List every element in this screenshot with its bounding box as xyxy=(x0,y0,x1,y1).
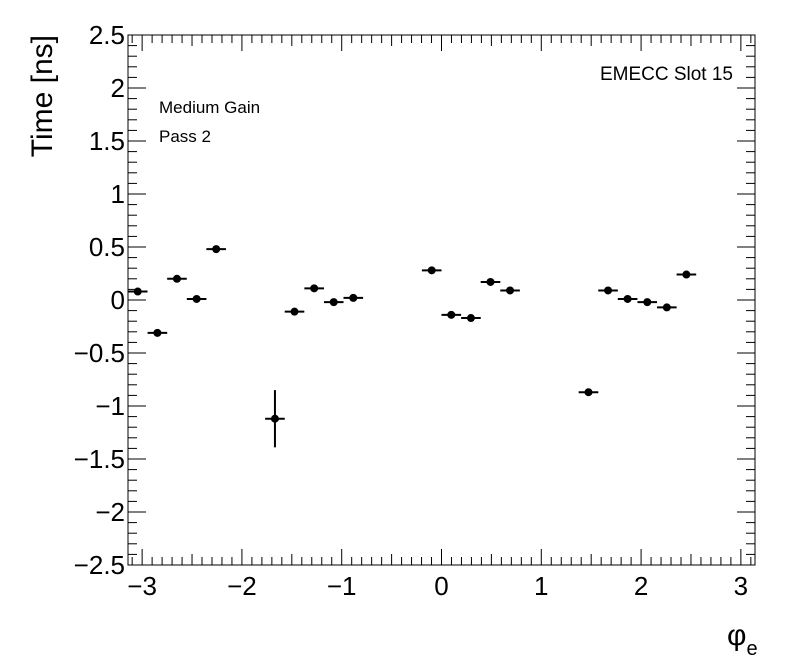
y-tick-label: −0.5 xyxy=(74,338,125,368)
data-point xyxy=(284,307,305,316)
x-tick-label: 3 xyxy=(734,571,748,601)
y-tick-label: −1 xyxy=(95,391,125,421)
data-point xyxy=(480,277,501,286)
point-marker xyxy=(349,293,358,302)
data-point xyxy=(304,284,324,293)
data-point xyxy=(637,298,658,307)
point-marker xyxy=(192,294,201,303)
data-point xyxy=(461,314,481,323)
data-point xyxy=(186,294,207,303)
point-marker xyxy=(623,294,632,303)
point-marker xyxy=(290,307,299,316)
y-tick-label: −2 xyxy=(95,497,125,527)
data-point xyxy=(265,390,285,448)
point-marker xyxy=(212,245,221,254)
point-marker xyxy=(447,310,456,319)
gain-annotation: Medium Gain xyxy=(159,98,260,117)
point-marker xyxy=(427,266,436,275)
point-marker xyxy=(329,298,338,307)
point-marker xyxy=(662,303,671,312)
y-tick-label: −2.5 xyxy=(74,550,125,580)
y-tick-label: 2.5 xyxy=(89,20,125,50)
data-point xyxy=(617,294,638,303)
x-tick-label: −1 xyxy=(327,571,357,601)
data-point xyxy=(206,245,226,254)
x-tick-label: −3 xyxy=(127,571,157,601)
point-marker xyxy=(133,287,142,296)
y-tick-label: 1.5 xyxy=(89,126,125,156)
data-point xyxy=(676,270,697,279)
x-tick-label: −2 xyxy=(227,571,257,601)
pass-annotation: Pass 2 xyxy=(159,127,211,146)
point-marker xyxy=(584,388,593,397)
data-point xyxy=(578,388,599,397)
data-point xyxy=(323,298,344,307)
data-point xyxy=(598,286,618,295)
data-point xyxy=(343,293,364,302)
x-axis-title: φe xyxy=(727,619,758,660)
x-axis-title-sub: e xyxy=(746,638,757,660)
data-point xyxy=(441,310,462,319)
axis-tick-labels: −2.5 −2 −1.5 −1 −0.5 0 0.5 1 1.5 2 2.5 −3 −2 −1 0 1 2 3 xyxy=(74,20,748,601)
y-axis-title: Time [ns] xyxy=(26,35,59,157)
point-marker xyxy=(310,284,319,293)
data-point xyxy=(657,303,677,312)
data-point xyxy=(127,287,148,296)
slot-annotation: EMECC Slot 15 xyxy=(600,64,733,85)
x-tick-label: 1 xyxy=(534,571,548,601)
data-point xyxy=(167,274,187,283)
point-marker xyxy=(270,414,279,423)
y-tick-label: 0.5 xyxy=(89,232,125,262)
y-tick-label: 1 xyxy=(111,179,125,209)
axis-ticks xyxy=(128,34,755,566)
data-points xyxy=(127,245,697,448)
y-tick-label: 0 xyxy=(111,285,125,315)
data-point xyxy=(421,266,442,275)
point-marker xyxy=(643,298,652,307)
point-marker xyxy=(172,274,181,283)
x-tick-label: 0 xyxy=(434,571,448,601)
x-axis-title-main: φ xyxy=(727,619,746,652)
y-tick-label: 2 xyxy=(111,73,125,103)
point-marker xyxy=(506,286,515,295)
data-point xyxy=(500,286,520,295)
point-marker xyxy=(604,286,613,295)
point-marker xyxy=(682,270,691,279)
point-marker xyxy=(486,277,495,286)
x-tick-label: 2 xyxy=(634,571,648,601)
point-marker xyxy=(153,328,162,337)
y-tick-label: −1.5 xyxy=(74,444,125,474)
data-point xyxy=(147,328,168,337)
point-marker xyxy=(466,314,475,323)
